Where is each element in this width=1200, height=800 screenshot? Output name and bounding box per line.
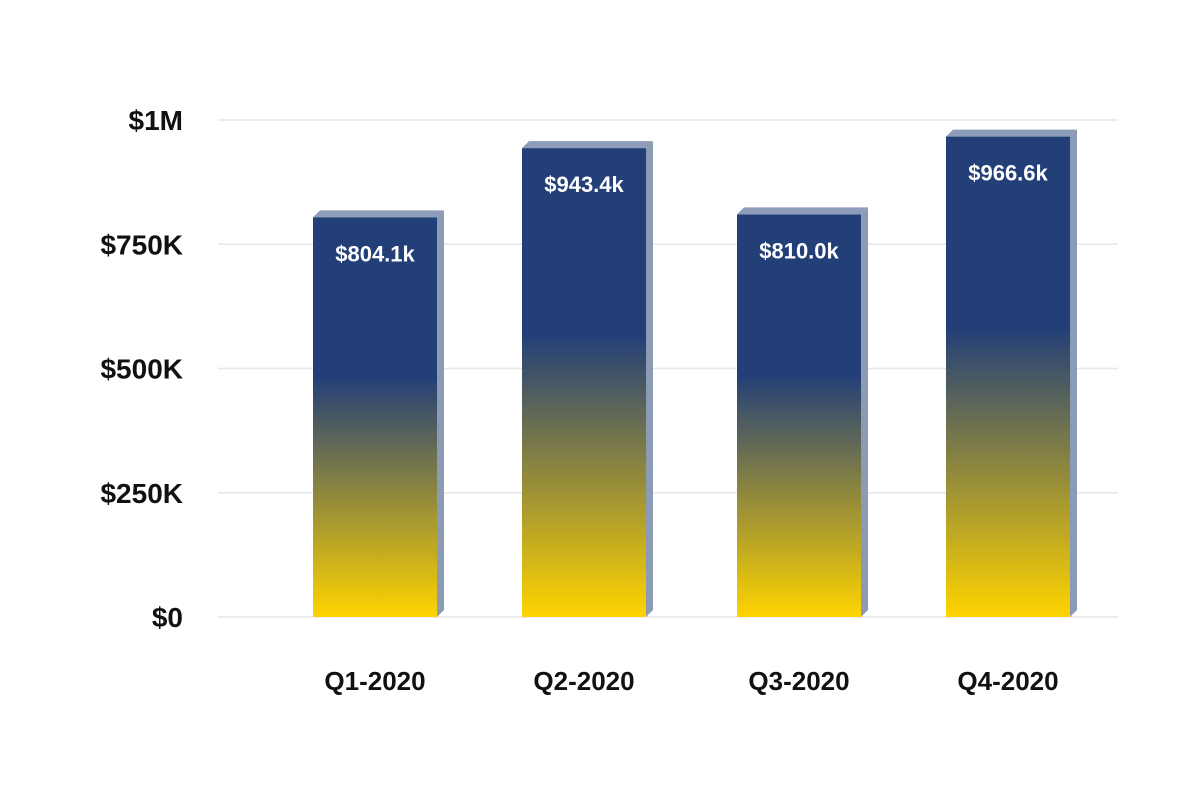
bar-cap — [737, 207, 868, 215]
x-category-label: Q4-2020 — [957, 666, 1058, 696]
bar-group: $966.6k — [946, 129, 1077, 617]
bar-cap — [522, 141, 653, 149]
y-tick-label: $250K — [100, 478, 183, 509]
bar — [522, 148, 646, 618]
bar-data-label: $943.4k — [544, 172, 624, 197]
bar — [737, 214, 861, 617]
x-category-label: Q3-2020 — [748, 666, 849, 696]
x-category-label: Q1-2020 — [324, 666, 425, 696]
bar-side — [1070, 129, 1077, 617]
bar-data-label: $810.0k — [759, 238, 839, 263]
bar-group: $804.1k — [313, 210, 444, 617]
bars: $804.1k $943.4k $810.0k $966.6k — [313, 129, 1077, 618]
bar-group: $810.0k — [737, 207, 868, 617]
x-axis-categories: Q1-2020 Q2-2020 Q3-2020 Q4-2020 — [324, 666, 1058, 696]
bar — [946, 136, 1070, 617]
bar-side — [437, 210, 444, 617]
y-tick-label: $750K — [100, 229, 183, 260]
bar-side — [861, 207, 868, 617]
x-category-label: Q2-2020 — [533, 666, 634, 696]
y-axis-ticks: $0 $250K $500K $750K $1M — [100, 105, 183, 633]
bar-cap — [946, 129, 1077, 137]
y-tick-label: $0 — [152, 602, 183, 633]
bar-side — [646, 141, 653, 618]
bar-cap — [313, 210, 444, 218]
y-tick-label: $500K — [100, 354, 183, 385]
y-tick-label: $1M — [129, 105, 183, 136]
bar-data-label: $966.6k — [968, 161, 1048, 186]
bar-data-label: $804.1k — [335, 241, 415, 266]
bar — [313, 217, 437, 617]
bar-group: $943.4k — [522, 141, 653, 618]
